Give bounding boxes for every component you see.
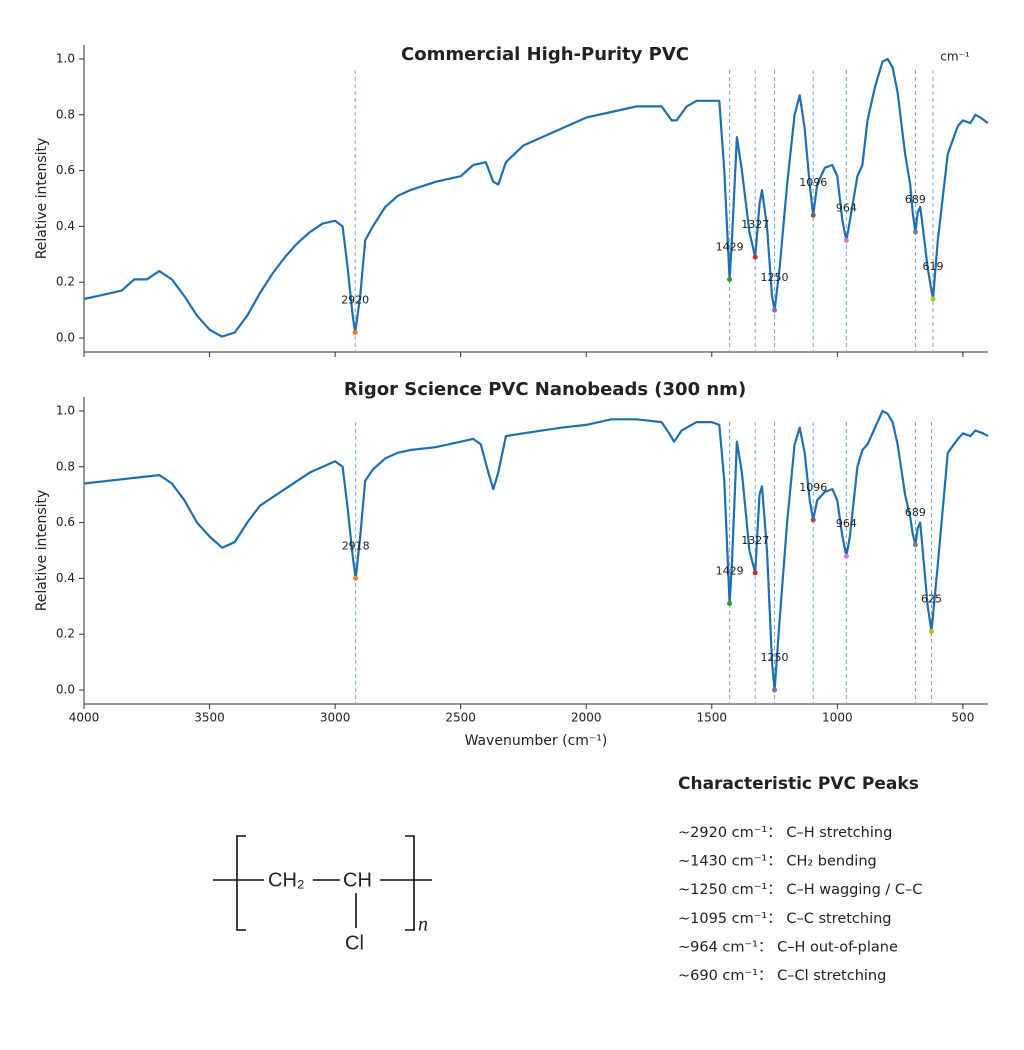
spectrum-line: [83, 57, 989, 338]
peak-label: 1250: [761, 271, 789, 284]
y-tick-label: 0.4: [56, 219, 75, 233]
peak-marker: [353, 575, 359, 581]
y-tick-label: 0.2: [56, 275, 75, 289]
bracket-left: [236, 835, 246, 931]
repeat-index: n: [418, 914, 428, 936]
x-tick-label: 2500: [445, 711, 476, 725]
peak-label: 1096: [799, 176, 827, 189]
y-tick-label: 0.2: [56, 627, 75, 641]
structure: [213, 835, 432, 931]
peak-marker: [912, 542, 918, 548]
y-tick-label: 0.0: [56, 683, 75, 697]
peak-marker: [352, 329, 358, 335]
bracket-right: [405, 835, 415, 931]
peak-label: 1429: [716, 240, 744, 253]
y-tick-label: 0.8: [56, 459, 75, 473]
x-tick-label: 3500: [194, 711, 225, 725]
y-tick-label: 0.6: [56, 163, 75, 177]
peak-label: 964: [836, 517, 857, 530]
peak-marker: [772, 307, 778, 313]
group: CH₂: [268, 869, 305, 891]
peak-marker: [810, 517, 816, 523]
peak-label: 1327: [741, 534, 769, 547]
group: CH: [343, 869, 372, 891]
peak-label: 2918: [342, 539, 370, 552]
y-tick-label: 1.0: [56, 51, 75, 65]
peak-label: 1250: [761, 651, 789, 664]
peak-item: ~1095 cm⁻¹： C–C stretching: [678, 911, 892, 927]
x-tick-label: 500: [951, 711, 974, 725]
peak-label: 689: [905, 193, 926, 206]
x-tick-label: 4000: [69, 711, 100, 725]
peak-marker: [912, 229, 918, 235]
x-tick-label: 1500: [697, 711, 728, 725]
peak-item: ~964 cm⁻¹： C–H out-of-plane: [678, 939, 898, 955]
peak-label: 964: [836, 201, 857, 214]
peak-marker: [843, 237, 849, 243]
list-title: Characteristic PVC Peaks: [678, 774, 919, 794]
y-tick-label: 0.4: [56, 571, 75, 585]
peak-item: ~1250 cm⁻¹： C–H wagging / C–C: [678, 882, 922, 898]
x-tick-label: 1000: [822, 711, 853, 725]
x-tick-label: 2000: [571, 711, 602, 725]
peak-label: 2920: [341, 293, 369, 306]
spectrum-line: [83, 409, 989, 692]
y-tick-label: 0.8: [56, 107, 75, 121]
peak-marker: [727, 601, 733, 607]
annotation: cm⁻¹: [940, 50, 970, 64]
y-axis-label: Relative intensity: [34, 490, 50, 612]
peak-marker: [752, 254, 758, 260]
chart-title: Commercial High-Purity PVC: [401, 44, 689, 65]
peak-marker: [930, 296, 936, 302]
y-tick-label: 1.0: [56, 403, 75, 417]
y-tick-label: 0.6: [56, 515, 75, 529]
peak-item: ~1430 cm⁻¹： CH₂ bending: [678, 854, 877, 870]
peak-marker: [843, 553, 849, 559]
y-tick-label: 0.0: [56, 331, 75, 345]
peak-label: 1327: [741, 218, 769, 231]
x-axis-label: Wavenumber (cm⁻¹): [465, 733, 608, 749]
peak-label: 625: [921, 592, 942, 605]
peak-label: 1096: [799, 481, 827, 494]
peak-marker: [727, 276, 733, 282]
peak-label: 689: [905, 506, 926, 519]
peak-label: 1429: [716, 565, 744, 578]
chart-title: Rigor Science PVC Nanobeads (300 nm): [344, 379, 746, 400]
substituent: Cl: [345, 932, 364, 954]
peak-marker: [810, 212, 816, 218]
peak-item: ~690 cm⁻¹： C–Cl stretching: [678, 968, 886, 984]
peak-item: ~2920 cm⁻¹： C–H stretching: [678, 825, 892, 841]
peak-marker: [929, 628, 934, 634]
y-axis-label: Relative intensity: [34, 138, 50, 260]
peak-marker: [752, 570, 758, 576]
peak-marker: [772, 687, 778, 693]
x-tick-label: 3000: [320, 711, 351, 725]
peak-label: 619: [923, 260, 944, 273]
